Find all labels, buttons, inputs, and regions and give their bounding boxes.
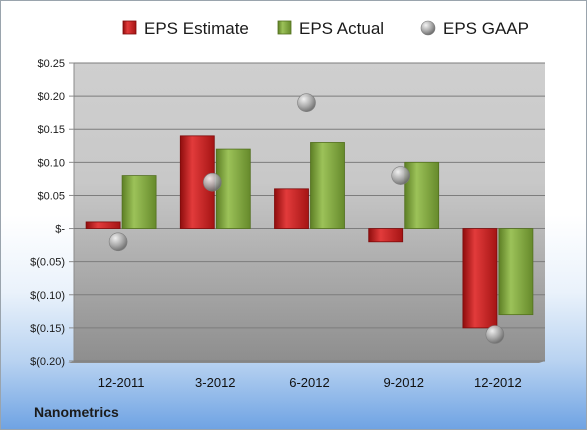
x-tick-label: 6-2012 [289, 375, 329, 390]
company-name: Nanometrics [34, 404, 119, 420]
eps-gaap-point-3-2012 [203, 172, 222, 192]
legend-swatch [420, 20, 436, 36]
x-tick-label: 3-2012 [195, 375, 235, 390]
y-tick-label: $(0.10) [30, 290, 65, 302]
eps-gaap-point-12-2011 [108, 232, 128, 252]
y-tick-label: $0.05 [37, 190, 65, 202]
eps-estimate-bar-12-2012 [462, 228, 498, 329]
eps-estimate-bar-6-2012 [274, 188, 309, 229]
eps-actual-bar-3-2012 [215, 148, 251, 229]
eps-estimate-bar-9-2012 [368, 228, 404, 243]
x-tick-label: 9-2012 [383, 375, 423, 390]
legend-label: EPS Actual [299, 19, 384, 38]
y-tick-label: $(0.20) [30, 356, 65, 368]
eps-gaap-point-6-2012 [297, 93, 316, 113]
legend-label: EPS Estimate [144, 19, 249, 38]
y-tick-label: $- [55, 224, 65, 236]
eps-actual-bar-9-2012 [404, 161, 440, 229]
eps-actual-bar-6-2012 [310, 142, 345, 229]
eps-estimate-bar-12-2011 [85, 221, 121, 229]
y-tick-label: $0.20 [37, 91, 65, 103]
eps-actual-bar-12-2012 [498, 228, 534, 316]
y-tick-label: $0.25 [37, 58, 65, 70]
legend-label: EPS GAAP [443, 19, 529, 38]
y-tick-label: $(0.05) [30, 257, 65, 269]
x-tick-label: 12-2011 [98, 375, 145, 390]
y-tick-label: $(0.15) [30, 323, 65, 335]
eps-gaap-point-9-2012 [391, 166, 411, 185]
legend-swatch [122, 20, 137, 35]
x-tick-label: 12-2012 [474, 375, 522, 390]
y-tick-label: $0.10 [37, 157, 65, 169]
eps-gaap-point-12-2012 [485, 325, 505, 344]
legend-swatch [277, 20, 292, 35]
eps-actual-bar-12-2011 [121, 175, 157, 229]
y-tick-label: $0.15 [37, 124, 65, 136]
